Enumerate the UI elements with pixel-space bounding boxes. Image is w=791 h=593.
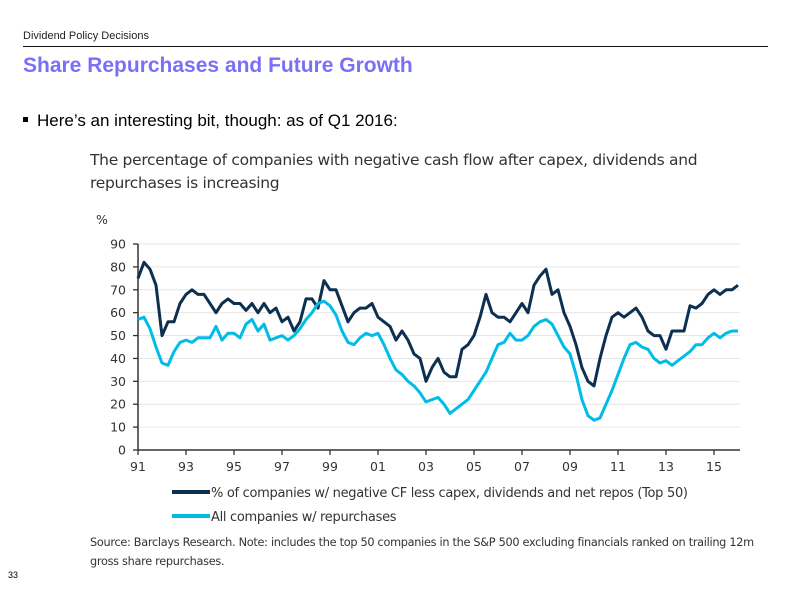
x-tick-label: 13 (658, 459, 674, 474)
x-tick-label: 11 (610, 459, 626, 474)
y-tick-label: 50 (110, 328, 126, 343)
y-tick-label: 70 (110, 282, 126, 297)
legend-label-all-companies: All companies w/ repurchases (211, 510, 397, 525)
slide-header: Dividend Policy Decisions (23, 30, 149, 42)
y-axis-label: % (96, 212, 108, 227)
x-tick-label: 03 (418, 459, 434, 474)
x-tick-label: 05 (466, 459, 482, 474)
x-tick-label: 01 (370, 459, 386, 474)
y-tick-label: 0 (118, 443, 126, 458)
x-tick-label: 99 (322, 459, 338, 474)
bullet-text: Here’s an interesting bit, though: as of… (37, 111, 398, 130)
x-tick-label: 91 (130, 459, 146, 474)
x-tick-label: 97 (274, 459, 290, 474)
x-tick-label: 15 (706, 459, 722, 474)
y-tick-label: 10 (110, 420, 126, 435)
chart-source-note: Source: Barclays Research. Note: include… (90, 536, 754, 568)
legend-label-top50: % of companies w/ negative CF less capex… (211, 486, 688, 501)
header-divider (23, 46, 768, 47)
x-tick-label: 93 (178, 459, 194, 474)
y-tick-label: 20 (110, 397, 126, 412)
x-tick-label: 09 (562, 459, 578, 474)
chart-title: The percentage of companies with negativ… (90, 151, 698, 192)
y-tick-label: 60 (110, 305, 126, 320)
x-tick-label: 07 (514, 459, 530, 474)
y-tick-label: 40 (110, 351, 126, 366)
y-tick-label: 30 (110, 374, 126, 389)
slide-title: Share Repurchases and Future Growth (23, 54, 413, 77)
bullet-point: Here’s an interesting bit, though: as of… (23, 111, 398, 131)
series-line-top50 (136, 260, 739, 388)
series-line-all-companies (137, 299, 738, 422)
y-tick-label: 80 (110, 259, 126, 274)
x-tick-label: 95 (226, 459, 242, 474)
y-tick-label: 90 (110, 237, 126, 252)
page-number: 33 (8, 570, 19, 580)
bullet-square-icon (23, 117, 28, 123)
